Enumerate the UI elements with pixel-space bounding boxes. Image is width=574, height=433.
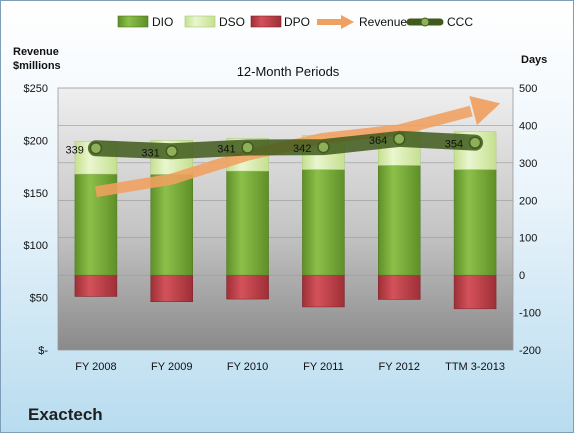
left-tick-label: $50: [30, 293, 48, 305]
plot-area: [57, 87, 514, 351]
ccc-series: 339 331 341 342 364 354: [66, 130, 484, 160]
ccc-data-label: 354: [445, 139, 463, 151]
legend-swatch-ccc-marker: [420, 17, 430, 27]
ccc-data-label: 342: [293, 143, 311, 155]
right-axis-label: Days: [521, 54, 547, 66]
ccc-line: [87, 130, 484, 160]
ccc-point: [165, 145, 178, 158]
category-label: FY 2008: [75, 361, 116, 373]
right-tick-label: -200: [519, 345, 541, 357]
legend-swatch-dso: [184, 15, 216, 28]
right-tick-label: 400: [519, 120, 537, 132]
bar-dio: [226, 170, 269, 276]
bar-dio: [302, 169, 345, 276]
left-tick-label: $-: [38, 345, 48, 357]
legend-label: DIO: [152, 15, 173, 29]
bar-dio: [150, 174, 193, 276]
ccc-point: [393, 132, 406, 146]
chart-title: 12-Month Periods: [237, 64, 340, 79]
legend-label: CCC: [447, 15, 473, 29]
legend-swatch-revenue-head: [341, 15, 354, 29]
bar-dio: [378, 165, 421, 276]
ccc-point: [89, 142, 103, 155]
revenue-arrow-head: [469, 96, 501, 126]
category-label: FY 2009: [151, 361, 192, 373]
ccc-point: [468, 136, 482, 149]
legend-swatch-dio: [117, 15, 149, 28]
right-tick-label: 500: [519, 83, 537, 95]
axes: $- $50 $100 $150 $200 $250 -200 -100 0 100 200 300 4…: [13, 46, 547, 373]
bar-dpo: [150, 274, 193, 302]
legend-label: DSO: [219, 15, 245, 29]
category-label: TTM 3-2013: [445, 361, 505, 373]
right-tick-label: 200: [519, 195, 537, 207]
left-tick-label: $150: [24, 188, 48, 200]
bar-dpo: [453, 274, 497, 310]
right-tick-label: -100: [519, 308, 541, 320]
company-name: Exactech: [28, 405, 103, 424]
left-tick-label: $200: [24, 135, 48, 147]
legend: DIO DSO DPO Revenue CCC: [117, 15, 473, 29]
right-tick-label: 100: [519, 233, 537, 245]
ccc-data-label: 364: [369, 135, 387, 147]
ccc-point: [241, 141, 254, 154]
category-label: FY 2011: [303, 361, 344, 373]
ccc-data-label: 341: [217, 144, 235, 156]
left-axis-label: Revenue: [13, 46, 59, 58]
left-tick-label: $250: [24, 83, 48, 95]
ccc-data-label: 331: [141, 147, 159, 159]
bar-dio: [453, 169, 497, 276]
legend-swatch-dpo: [250, 15, 282, 28]
bar-dpo: [226, 274, 269, 300]
bar-dpo: [378, 274, 421, 300]
gridlines: [58, 125, 513, 313]
bar-dpo: [302, 274, 345, 308]
category-label: FY 2012: [379, 361, 420, 373]
bar-dpo: [74, 274, 118, 297]
legend-label: DPO: [284, 15, 310, 29]
right-tick-label: 300: [519, 158, 537, 170]
ccc-data-label: 339: [66, 144, 84, 156]
right-tick-label: 0: [519, 270, 525, 282]
ccc-point: [317, 140, 330, 154]
left-tick-label: $100: [24, 240, 48, 252]
legend-label: Revenue: [359, 15, 407, 29]
left-axis-label: $millions: [13, 60, 61, 72]
category-label: FY 2010: [227, 361, 268, 373]
